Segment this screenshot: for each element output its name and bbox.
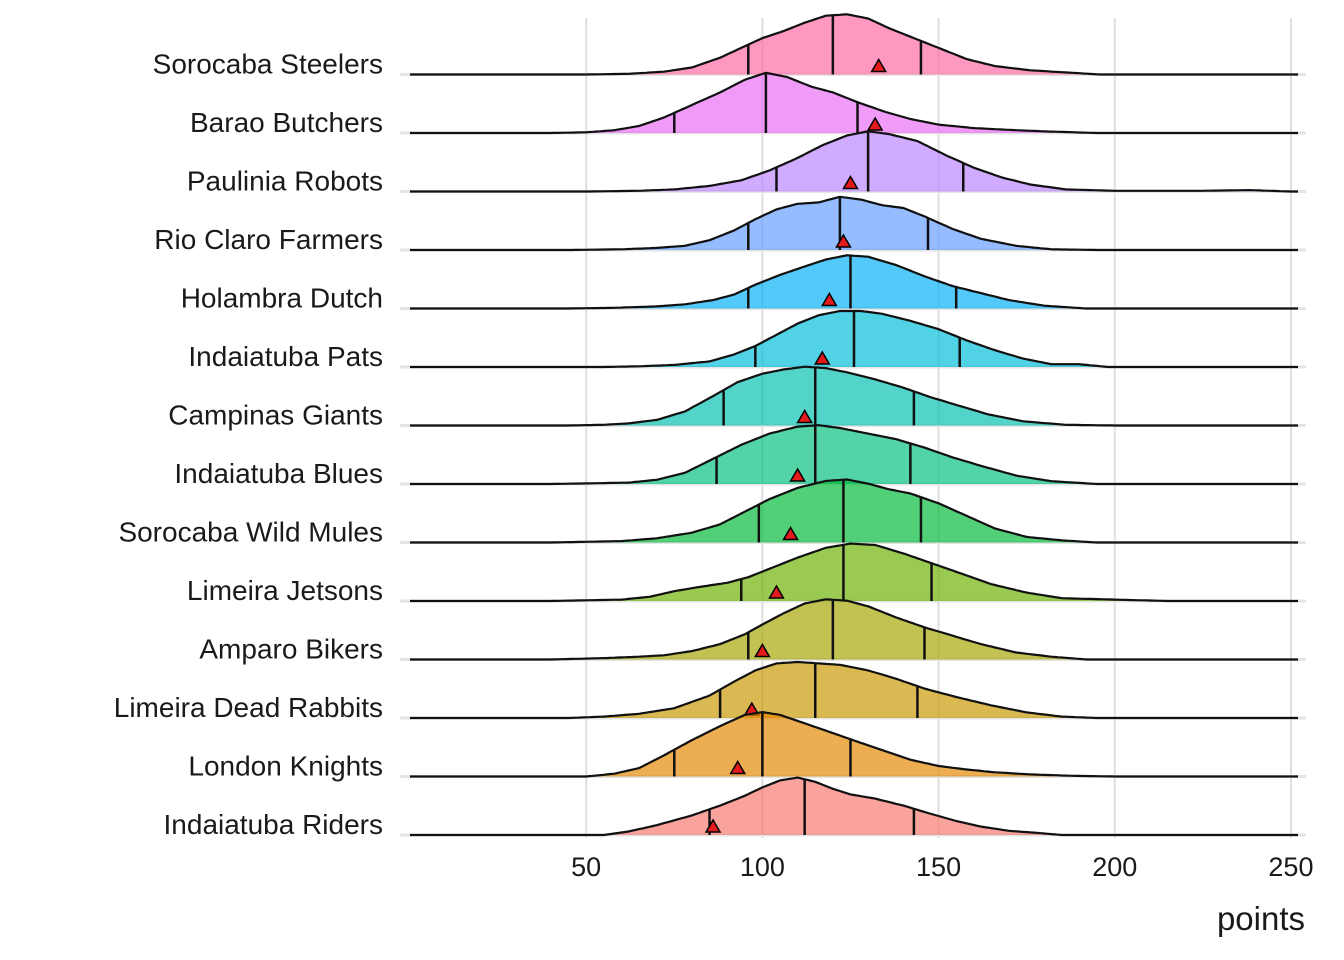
x-axis-ticks: 50 100 150 200 250 [571,852,1313,882]
ridge-fill [586,131,1291,192]
team-label: Indaiatuba Blues [174,458,383,489]
x-tick-label: 250 [1268,852,1313,882]
team-label: Paulinia Robots [187,166,383,197]
team-label: Rio Claro Farmers [154,224,383,255]
ridge-outline [410,309,1298,369]
ridge-fill [568,196,1098,250]
team-label: Amparo Bikers [199,634,383,665]
mean-marker [789,467,806,482]
ridge-outline [410,195,1298,252]
team-label: Sorocaba Wild Mules [118,517,383,548]
ridge-outline [410,130,1298,193]
ridge-outline [410,13,1298,76]
mean-marker [754,643,771,658]
ridge-outline [410,365,1298,427]
team-label: Limeira Jetsons [187,575,383,606]
team-label: Indaiatuba Riders [164,809,383,840]
ridge-fill [603,311,1108,367]
ridge-sorocaba-steelers [400,13,1306,76]
team-label: Indaiatuba Pats [188,341,383,372]
mean-marker [821,292,838,307]
ridge-fill [603,777,1062,835]
mean-marker [729,760,747,775]
team-labels: Sorocaba Steelers Barao Butchers Paulinia … [114,49,383,841]
ridge-indaiatuba-pats [400,309,1306,369]
mean-marker [768,584,785,599]
ridge-fill [551,599,1087,660]
x-tick-label: 100 [740,852,785,882]
ridge-outline [410,711,1298,778]
x-tick-label: 50 [571,852,601,882]
mean-marker [866,116,884,131]
x-tick-label: 200 [1092,852,1137,882]
ridge-sorocaba-wild-mules [400,478,1306,544]
ridge-paulinia-robots [400,130,1306,193]
mean-marker [704,818,722,833]
ridge-outline [410,542,1298,603]
mean-marker [796,409,813,424]
ridge-fill [586,14,1101,75]
mean-marker [842,175,859,190]
ridge-outline [410,776,1298,837]
ridge-indaiatuba-blues [400,424,1306,486]
ridge-holambra-dutch [400,254,1306,310]
team-label: Limeira Dead Rabbits [114,692,383,723]
ridge-campinas-giants [400,365,1306,427]
team-label: Holambra Dutch [181,283,383,314]
ridge-rio-claro-farmers [400,195,1306,252]
ridge-fill [568,366,1115,426]
mean-marker [813,350,831,365]
mean-marker [835,233,852,248]
ridges [400,13,1306,837]
ridge-barao-butchers [400,71,1306,135]
ridge-outline [410,254,1298,310]
team-label: Barao Butchers [190,107,383,138]
ridge-outline [410,424,1298,486]
team-label: London Knights [188,751,383,782]
ridge-outline [410,478,1298,544]
ridge-fill [551,72,1098,133]
ridge-fill [551,425,1098,484]
ridge-outline [410,598,1298,661]
team-label: Sorocaba Steelers [153,49,383,80]
ridge-limeira-jetsons [400,542,1306,603]
ridge-outline [410,660,1298,720]
ridge-london-knights [400,711,1306,778]
ridge-fill [551,543,1168,601]
ridge-limeira-dead-rabbits [400,660,1306,720]
x-axis-title: points [1217,900,1305,937]
ridge-fill [568,662,1098,718]
ridge-indaiatuba-riders [400,776,1306,837]
ridge-outline [410,71,1298,135]
mean-marker [782,526,799,541]
ridge-amparo-bikers [400,598,1306,661]
x-tick-label: 150 [916,852,961,882]
mean-marker [870,58,887,73]
team-label: Campinas Giants [168,400,383,431]
ridge-fill [551,479,1098,543]
